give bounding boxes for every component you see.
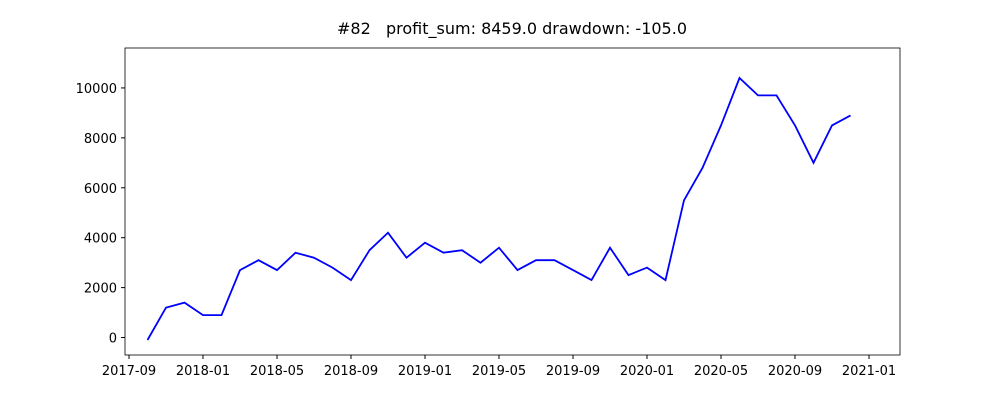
x-tick-label: 2019-05 bbox=[472, 364, 526, 379]
chart-title: #82 profit_sum: 8459.0 drawdown: -105.0 bbox=[337, 19, 687, 39]
x-tick-label: 2020-01 bbox=[620, 364, 674, 379]
x-tick-label: 2018-05 bbox=[250, 364, 304, 379]
plot-frame bbox=[124, 47, 901, 356]
y-tick-label: 2000 bbox=[84, 282, 117, 297]
x-tick-label: 2019-01 bbox=[398, 364, 452, 379]
x-tick-label: 2020-05 bbox=[694, 364, 748, 379]
x-tick-label: 2018-01 bbox=[176, 364, 230, 379]
x-tick-label: 2021-01 bbox=[842, 364, 896, 379]
y-tick-label: 0 bbox=[109, 332, 117, 347]
y-tick-label: 8000 bbox=[84, 132, 117, 147]
x-tick-label: 2018-09 bbox=[324, 364, 378, 379]
x-tick-label: 2020-09 bbox=[768, 364, 822, 379]
y-tick-label: 4000 bbox=[84, 232, 117, 247]
y-tick-label: 6000 bbox=[84, 182, 117, 197]
x-tick-label: 2017-09 bbox=[102, 364, 156, 379]
x-tick-label: 2019-09 bbox=[546, 364, 600, 379]
y-tick-label: 10000 bbox=[76, 82, 117, 97]
line-series bbox=[146, 76, 851, 341]
